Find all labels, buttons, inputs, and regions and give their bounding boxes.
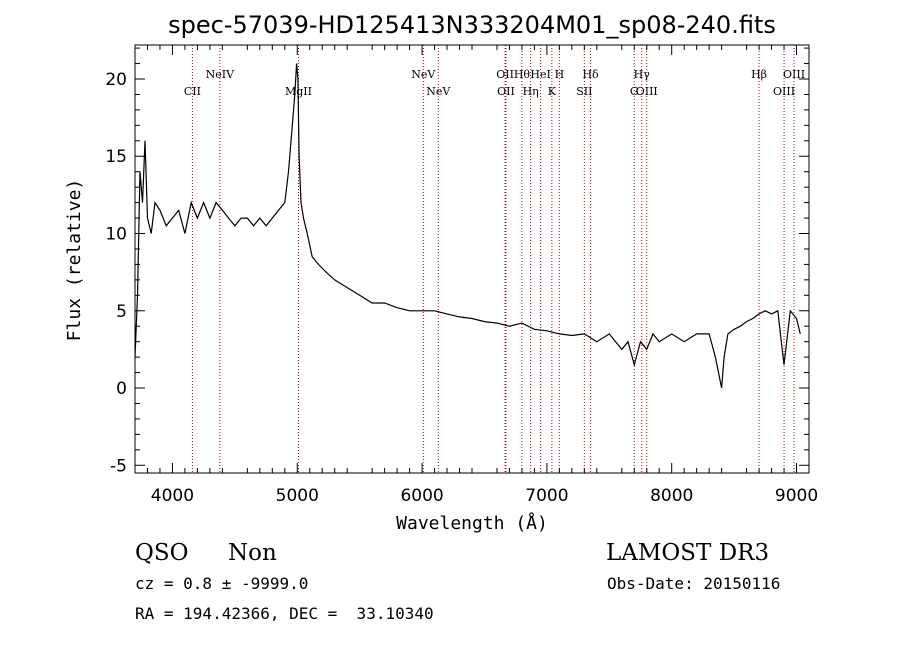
line-label: HeI	[530, 68, 550, 81]
line-label: Hγ	[634, 68, 651, 81]
line-label: OIII	[783, 68, 805, 81]
line-label: G	[630, 85, 639, 98]
redshift-text: cz = 0.8 ± -9999.0	[135, 574, 309, 593]
line-label: OIII	[773, 85, 795, 98]
x-tick-label: 7000	[525, 486, 568, 506]
obs-date: Obs-Date: 20150116	[607, 574, 781, 593]
line-label: NeV	[426, 85, 451, 98]
x-tick-label: 6000	[400, 486, 443, 506]
y-tick-label: 5	[116, 302, 127, 322]
x-tick-label: 9000	[775, 486, 818, 506]
coordinates: RA = 194.42366, DEC = 33.10340	[135, 604, 434, 623]
plot-frame	[134, 44, 810, 474]
line-label: CII	[184, 85, 201, 98]
line-label: OII	[497, 85, 515, 98]
chart-title: spec-57039-HD125413N333204M01_sp08-240.f…	[168, 11, 776, 39]
line-label: OII	[496, 68, 514, 81]
y-axis-label: Flux (relative)	[64, 179, 85, 342]
y-tick-label: 20	[105, 70, 127, 90]
line-label: H	[555, 68, 565, 81]
line-label: NeIV	[206, 68, 235, 81]
x-axis-label: Wavelength (Å)	[396, 512, 548, 534]
line-label: Hθ	[514, 68, 531, 81]
x-tick-label: 4000	[151, 486, 194, 506]
line-label: Hβ	[751, 68, 767, 81]
y-tick-label: 0	[116, 379, 127, 399]
line-label: NeV	[411, 68, 436, 81]
line-label: Hδ	[582, 68, 599, 81]
x-tick-label: 5000	[276, 486, 319, 506]
x-axis: 4000 5000 6000 7000 8000 9000	[134, 45, 818, 506]
line-labels: CIINeIVMgIINeVNeVOIIOIIHθHηHeIKHSIIHδGHγ…	[184, 68, 805, 98]
y-axis: -5 0 5 10 15 20	[105, 47, 809, 476]
spectrum-line	[134, 63, 801, 389]
line-label: K	[548, 85, 557, 98]
survey-name: LAMOST DR3	[606, 540, 770, 566]
line-label: OIII	[636, 85, 658, 98]
object-subclass: Non	[228, 540, 277, 566]
line-label: Hη	[523, 85, 539, 98]
x-tick-label: 8000	[650, 486, 693, 506]
y-tick-label: -5	[110, 456, 127, 476]
y-tick-label: 10	[105, 225, 127, 245]
object-class: QSO	[135, 540, 189, 566]
line-label: SII	[576, 85, 592, 98]
y-tick-label: 15	[105, 147, 127, 167]
line-markers	[191, 45, 795, 473]
